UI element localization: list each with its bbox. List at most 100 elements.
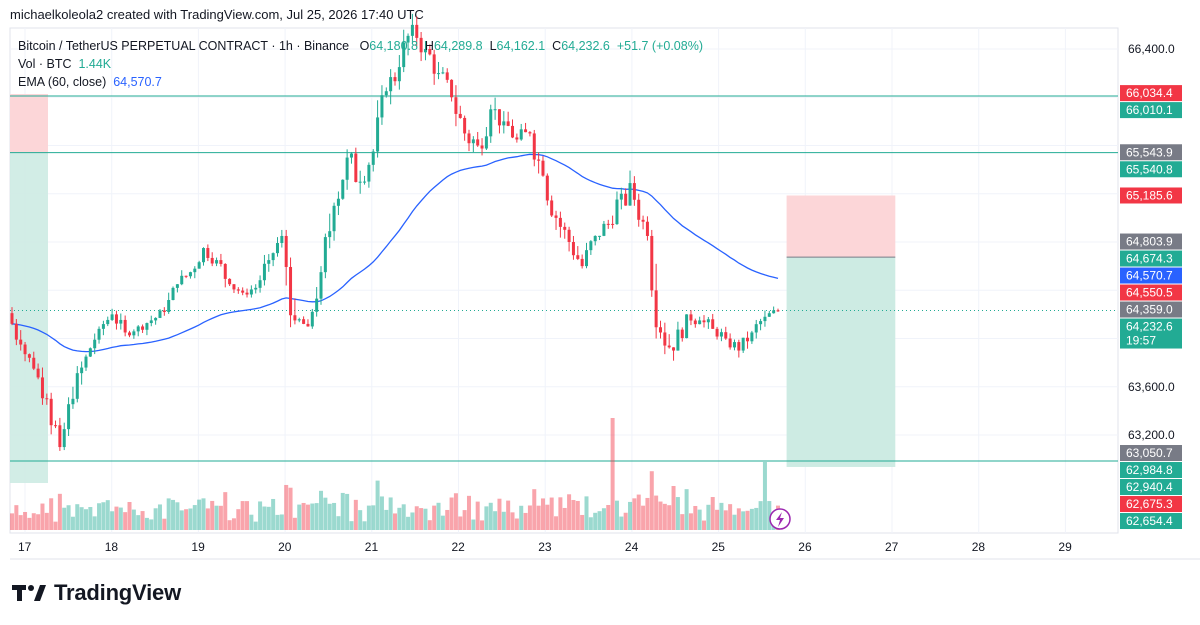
volume-bar xyxy=(292,517,297,530)
candle-body xyxy=(415,24,419,38)
candle-body xyxy=(310,311,314,327)
candle-body xyxy=(737,342,741,351)
candle-body xyxy=(484,136,488,149)
legend-symbol[interactable]: Bitcoin / TetherUS PERPETUAL CONTRACT · … xyxy=(18,39,350,53)
candle-body xyxy=(497,109,501,126)
volume-bar xyxy=(419,508,424,530)
candle-body xyxy=(14,323,18,340)
candle-body xyxy=(23,344,27,355)
candle-body xyxy=(598,235,602,237)
volume-bar xyxy=(40,503,45,530)
volume-bar xyxy=(549,497,554,530)
price-badge xyxy=(1120,445,1182,462)
volume-bar xyxy=(314,503,319,530)
volume-bar xyxy=(728,504,733,530)
candle-body xyxy=(158,310,162,318)
volume-bar xyxy=(83,509,88,530)
candle-body xyxy=(306,323,310,327)
candle-body xyxy=(101,324,105,329)
volume-bar xyxy=(440,515,445,530)
time-axis-label: 24 xyxy=(625,540,639,554)
candle-body xyxy=(619,193,623,200)
volume-bar xyxy=(105,500,110,530)
volume-bar xyxy=(36,514,41,530)
price-badge-text: 66,010.1 xyxy=(1126,103,1173,117)
legend-ema-row[interactable]: EMA (60, close) 64,570.7 xyxy=(18,73,703,91)
candle-body xyxy=(75,373,79,399)
candle-body xyxy=(545,175,549,201)
volume-bar xyxy=(101,502,106,530)
candle-body xyxy=(615,199,619,225)
candle-body xyxy=(132,331,136,336)
volume-bar xyxy=(210,500,215,530)
volume-bar xyxy=(371,505,376,530)
volume-bar xyxy=(340,492,345,530)
volume-bar xyxy=(445,509,450,530)
volume-bar xyxy=(362,521,367,530)
candle-body xyxy=(363,181,367,183)
candle-body xyxy=(611,223,615,225)
legend-volume-row[interactable]: Vol · BTC 1.44K xyxy=(18,55,703,73)
volume-bar xyxy=(14,505,19,530)
lightning-icon[interactable] xyxy=(769,508,791,530)
volume-bar xyxy=(645,497,650,530)
time-axis-label: 21 xyxy=(365,540,379,554)
candle-body xyxy=(40,377,44,399)
candle-body xyxy=(554,215,558,218)
price-badge-text: 62,675.3 xyxy=(1126,497,1173,511)
candle-body xyxy=(128,332,132,336)
candle-body xyxy=(759,321,763,325)
candle-body xyxy=(71,398,75,405)
legend-c-label: C xyxy=(552,39,562,53)
candle-body xyxy=(541,160,545,176)
candle-body xyxy=(58,425,62,448)
legend-o-label: O xyxy=(359,39,370,53)
candle-body xyxy=(245,292,249,295)
volume-bar xyxy=(758,501,763,530)
volume-bar xyxy=(323,497,328,530)
price-badge-text: 64,232.6 xyxy=(1126,320,1173,334)
candle-body xyxy=(750,332,754,342)
volume-bar xyxy=(118,507,123,530)
candle-body xyxy=(10,313,14,324)
volume-bar xyxy=(18,515,23,530)
volume-bar xyxy=(545,504,550,530)
candle-body xyxy=(114,314,118,324)
candle-body xyxy=(728,338,732,348)
price-badge xyxy=(1120,301,1182,318)
volume-bar xyxy=(480,520,485,530)
volume-bar xyxy=(144,517,149,530)
candle-body xyxy=(167,300,171,312)
volume-bar xyxy=(654,495,659,530)
price-badge-text: 62,984.8 xyxy=(1126,463,1173,477)
volume-bar xyxy=(558,497,563,530)
volume-bar xyxy=(671,486,676,530)
candle-body xyxy=(558,217,562,227)
time-axis-label: 23 xyxy=(538,540,552,554)
candle-body xyxy=(624,193,628,206)
volume-bar xyxy=(519,505,524,530)
volume-bar xyxy=(388,497,393,530)
left-target-zone xyxy=(10,153,48,483)
candle-body xyxy=(637,199,641,220)
volume-bar xyxy=(253,521,258,530)
price-badge xyxy=(1120,318,1182,349)
candle-body xyxy=(428,49,432,55)
volume-bar xyxy=(358,510,363,530)
price-badge-countdown: 19:57 xyxy=(1126,334,1156,348)
candle-body xyxy=(632,183,636,200)
candle-body xyxy=(463,117,467,134)
volume-bar xyxy=(366,505,371,530)
time-axis-label: 22 xyxy=(452,540,466,554)
candle-body xyxy=(349,153,353,158)
volume-bar xyxy=(510,512,515,530)
candle-body xyxy=(724,332,728,339)
candle-body xyxy=(145,323,149,330)
candle-body xyxy=(515,137,519,140)
candle-body xyxy=(389,77,393,92)
candle-body xyxy=(471,139,475,144)
volume-bar xyxy=(375,480,380,530)
volume-bar xyxy=(179,510,184,530)
